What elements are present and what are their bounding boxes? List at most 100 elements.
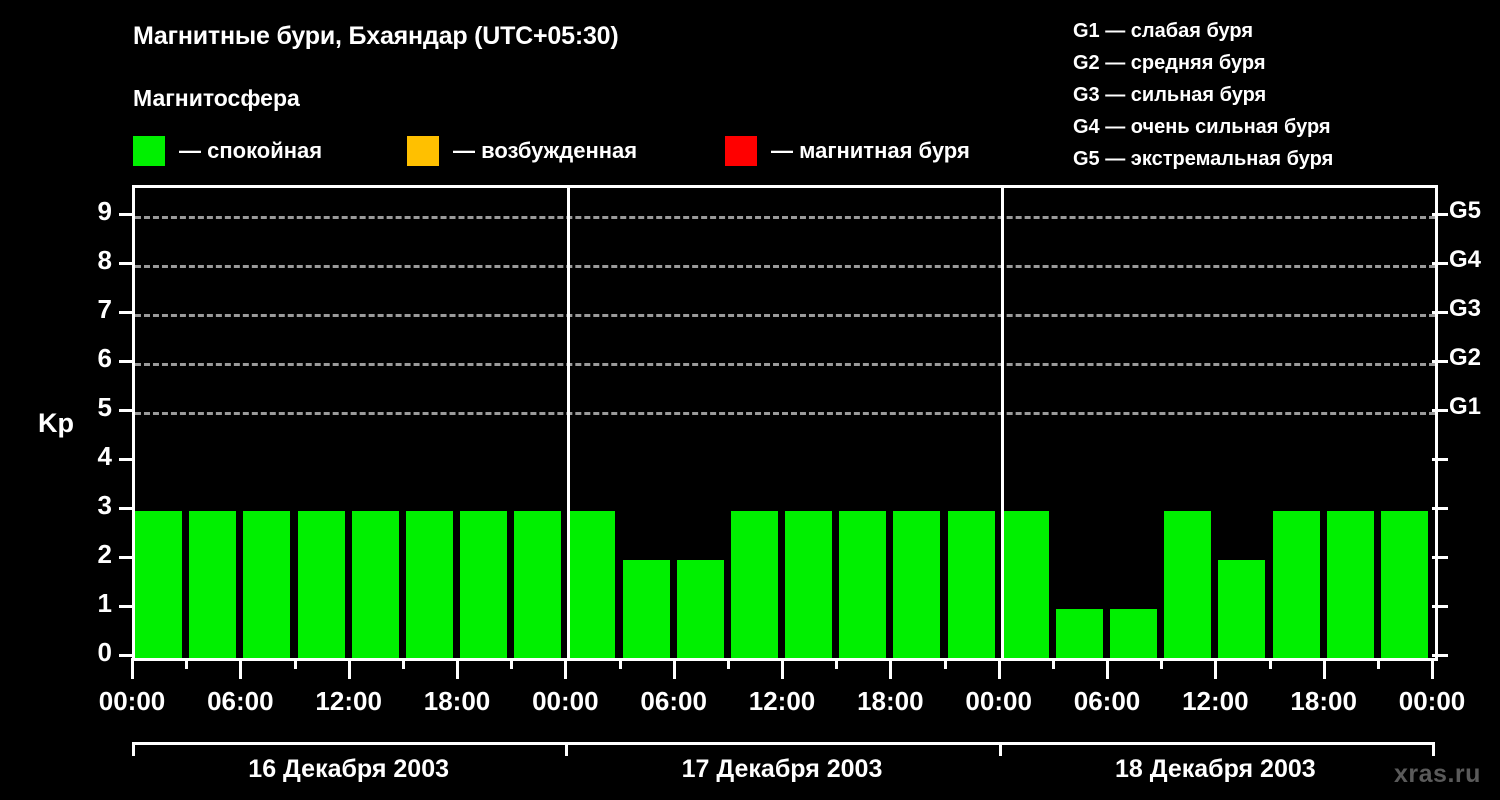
x-tick-label: 18:00 [857,686,924,716]
bar [460,511,508,658]
y-tick-mark-7 [119,311,135,315]
x-tick-major [564,658,568,679]
x-tick-major [1106,658,1109,679]
g-tick-mark-kp-3 [1432,507,1448,511]
x-tick-label: 18:00 [1290,686,1357,716]
g-axis-label-G2: G2 [1449,344,1482,372]
bar [839,511,887,658]
day-divider-1 [567,188,571,658]
x-tick-label: 06:00 [1073,686,1141,716]
x-tick-minor [1268,658,1272,669]
x-tick-minor [1051,658,1055,669]
x-tick-major [1431,658,1434,679]
bar [568,511,616,658]
x-tick-minor [835,658,839,669]
watermark: xras.ru [1394,760,1481,788]
gridline-kp-7 [135,314,1435,318]
bar [514,511,562,658]
x-tick-label: 00:00 [965,686,1032,716]
legend-item-0: — спокойная [133,134,322,168]
legend-item-label: — магнитная буря [771,138,970,163]
x-tick-major [889,658,893,679]
y-tick-mark-6 [119,360,135,364]
gridline-kp-6 [135,363,1435,367]
x-tick-major [1322,658,1326,679]
x-tick-label: 06:00 [640,686,707,716]
bar [1110,609,1158,658]
bar [189,511,237,658]
bar [1326,511,1374,658]
y-tick-label-3: 3 [97,490,112,521]
plot-inner [135,188,1435,658]
x-tick-major [997,658,1001,679]
x-tick-label: 18:00 [423,686,491,716]
bar [730,511,778,658]
gscale-key-line-4: G4 — очень сильная буря [1073,116,1331,138]
y-tick-label-6: 6 [97,343,112,374]
x-tick-label: 12:00 [315,686,382,716]
bar [1055,609,1103,658]
bar [676,560,724,658]
day-bracket-1 [132,742,569,756]
bar [1001,511,1049,658]
y-tick-label-5: 5 [97,392,112,423]
g-tick-mark-kp-4 [1432,458,1448,462]
gscale-key: G1 — слабая буря G2 — средняя буря G3 — си… [1062,15,1482,175]
g-tick-mark-kp-0 [1432,654,1448,657]
y-tick-mark-5 [119,409,135,413]
quiet-swatch [133,136,165,166]
g-axis-label-G1: G1 [1449,393,1482,421]
x-tick-major [456,658,459,679]
page-title: Магнитные бури, Бхаяндар (UTC+05:30) [133,22,619,50]
bar [622,560,670,658]
g-axis-label-G4: G4 [1449,246,1482,274]
bar [405,511,453,658]
x-tick-minor [293,658,297,669]
y-tick-label-1: 1 [97,588,112,619]
y-tick-label-0: 0 [97,637,112,667]
y-tick-mark-9 [119,213,135,217]
gscale-key-line-1: G1 — слабая буря [1073,20,1254,42]
y-tick-mark-0 [119,654,135,657]
storm-swatch [725,136,757,166]
x-tick-label: 12:00 [748,686,816,716]
gscale-key-line-3: G3 — сильная буря [1073,84,1267,106]
day-label-2: 17 Декабря 2003 [681,755,883,783]
day-label-3: 18 Декабря 2003 [1114,755,1316,783]
bar [135,511,183,658]
x-tick-minor [510,658,514,669]
g-tick-mark-kp-6 [1432,360,1448,364]
bar [297,511,345,658]
gridline-kp-8 [135,265,1435,269]
day-brackets [132,742,1438,758]
day-label-1: 16 Декабря 2003 [248,755,450,783]
unsettled-swatch [407,136,439,166]
gscale-key-line-2: G2 — средняя буря [1073,52,1266,74]
x-tick-minor [618,658,622,669]
x-tick-label: 00:00 [1398,686,1466,716]
x-tick-major [781,658,784,679]
bar [893,511,941,658]
x-tick-major [672,658,676,679]
y-tick-mark-3 [119,507,135,511]
bar [1218,560,1266,658]
x-tick-minor [726,658,730,669]
g-axis-label-G5: G5 [1449,197,1482,225]
bar [1164,511,1212,658]
g-tick-mark-kp-9 [1432,213,1448,217]
gridline-kp-5 [135,412,1435,416]
y-tick-mark-4 [119,458,135,462]
bar [243,511,291,658]
legend-item-2: — магнитная буря [725,134,970,168]
day-bracket-2 [565,742,1002,756]
y-tick-label-8: 8 [97,245,112,276]
x-axis-ticks [131,658,1438,680]
day-bracket-3 [998,742,1435,756]
plot-area [132,185,1438,661]
y-tick-mark-8 [119,262,135,266]
legend-item-label: — возбужденная [453,138,638,163]
x-tick-minor [943,658,947,669]
x-tick-label: 00:00 [532,686,599,716]
x-tick-major [239,658,243,679]
x-tick-major [1214,658,1218,679]
